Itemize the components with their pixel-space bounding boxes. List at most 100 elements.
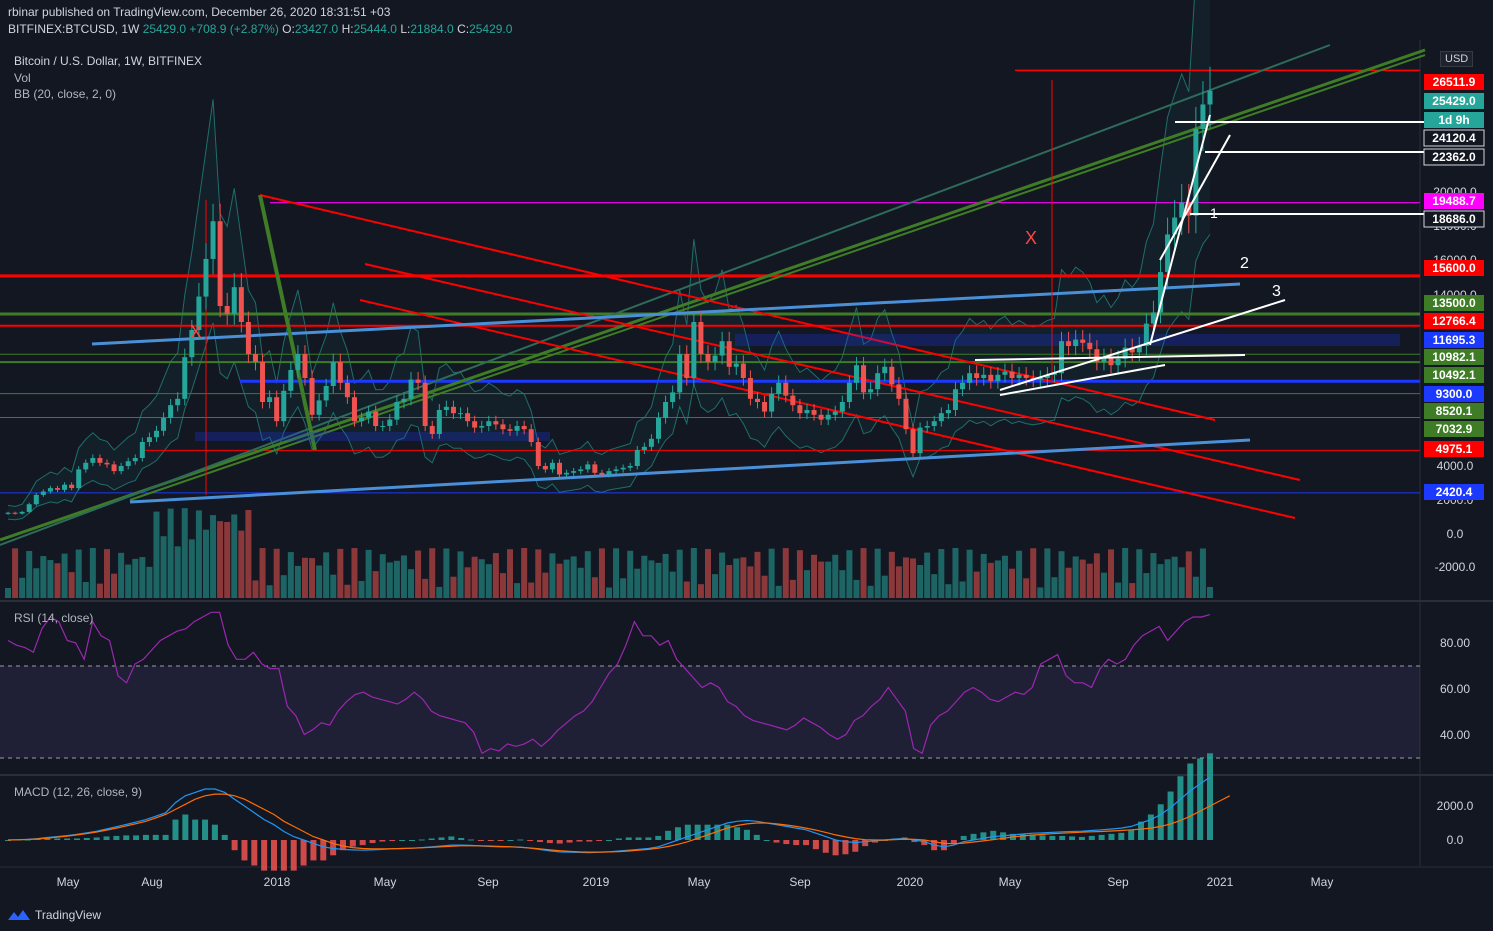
candle-body [917,427,923,454]
candle-body [97,458,103,463]
volume-bar [125,564,132,598]
currency-button[interactable]: USD [1440,51,1474,67]
chart-annotation: 3 [1272,283,1281,300]
volume-bar [1185,551,1192,598]
candle-body [351,397,357,422]
macd-histogram-bar [576,840,583,842]
candle-body [931,421,937,426]
volume-bar [210,515,217,598]
candle-body [5,512,11,514]
volume-bar [987,562,994,598]
candle-body [967,373,973,383]
price-label-text: 4975.1 [1436,442,1473,456]
macd-histogram-bar [487,840,494,842]
volume-bar [556,563,563,598]
time-axis-tick: 2018 [264,875,291,889]
volume-bar [719,552,726,598]
candle-body [846,382,852,402]
macd-histogram-bar [625,837,632,840]
chart-annotation: X [1025,228,1037,248]
macd-histogram-bar [665,830,672,840]
volume-bar [549,553,556,598]
macd-histogram-bar [1108,833,1115,840]
price-label-text: 25429.0 [1432,94,1476,108]
candle-body [443,406,449,410]
volume-bar [82,582,89,598]
candle-body [655,418,661,439]
price-label-text: 10982.1 [1432,350,1476,364]
symbol-title[interactable]: Bitcoin / U.S. Dollar, 1W, BITFINEX [14,54,203,68]
candle-body [634,450,640,466]
candle-body [387,419,393,426]
price-label-text: 11695.3 [1433,333,1476,347]
symbol-label[interactable]: BITFINEX:BTCUSD, 1W [8,22,140,36]
candle-body [260,362,266,402]
volume-bar [1023,578,1030,598]
time-axis-tick: 2019 [583,875,610,889]
volume-bar [994,560,1001,598]
bollinger-upper [7,0,1195,507]
macd-histogram-bar [103,836,110,840]
volume-bar [422,578,429,598]
volume-bar [1192,576,1199,598]
volume-bar [245,510,252,598]
price-label-text: 9300.0 [1436,387,1473,401]
volume-bar [478,559,485,598]
volume-bar [12,548,19,598]
candle-body [1207,90,1213,105]
volume-bar [584,551,591,598]
volume-bar [1051,577,1058,598]
macd-histogram-bar [5,840,11,841]
volume-bar [471,556,478,598]
volume-bar [959,581,966,598]
volume-bar [5,588,11,598]
macd-histogram-bar [606,840,612,841]
volume-bar [181,508,188,598]
rsi-pane-label[interactable]: RSI (14, close) [14,611,94,625]
volume-bar [952,548,959,598]
volume-bar [775,585,782,598]
candle-body [288,370,294,391]
price-label-text: 1d 9h [1438,113,1469,127]
indicator-legend: Bitcoin / U.S. Dollar, 1W, BITFINEX Vol … [14,53,202,103]
rsi-axis-tick: 60.00 [1440,682,1470,696]
macd-histogram-bar [1197,758,1204,840]
macd-histogram-bar [635,837,642,840]
macd-pane-label[interactable]: MACD (12, 26, close, 9) [14,785,143,799]
volume-bar [287,552,294,598]
volume-bar [1016,550,1023,598]
candle-body [309,378,315,415]
macd-histogram-bar [822,840,829,853]
volume-bar [542,572,549,598]
candle-body [479,426,485,428]
price-label-tag [1424,112,1484,128]
volume-bar [747,566,754,598]
price-label-tag [1424,260,1484,276]
volume-bar [1129,583,1136,598]
macd-histogram-bar [517,839,524,841]
trend-line [359,299,1296,519]
tradingview-footer[interactable]: TradingView [8,908,101,922]
volume-bar [344,584,351,598]
price-label-tag [1424,332,1484,348]
candle-body [245,322,251,354]
candle-body [62,484,68,490]
candle-body [238,287,244,322]
price-label-text: 22362.0 [1432,150,1476,164]
volume-bar [40,556,47,598]
volume-indicator-label[interactable]: Vol [14,70,31,85]
volume-bar [330,574,337,598]
macd-axis-tick: 0.0 [1447,833,1464,847]
candle-body [458,413,464,415]
volume-bar [655,562,662,598]
candle-body [960,382,966,390]
bollinger-indicator-label[interactable]: BB (20, close, 2, 0) [14,87,117,101]
macd-histogram-bar [1187,763,1194,840]
candle-body [564,472,570,475]
macd-histogram-bar [221,834,228,840]
time-axis-tick: May [57,875,80,889]
macd-histogram-bar [54,838,61,840]
candle-body [337,362,343,383]
candle-body [952,389,958,410]
